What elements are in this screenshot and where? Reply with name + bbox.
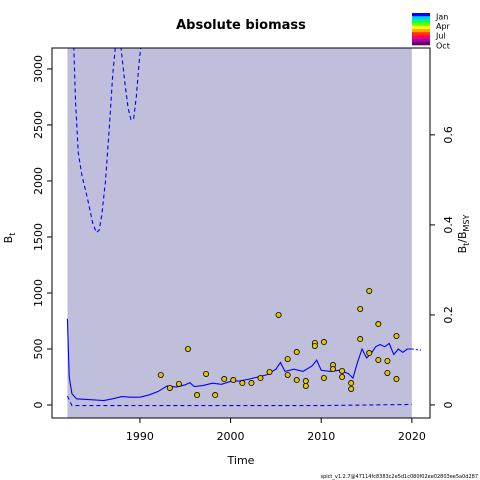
- observation-point: [212, 392, 219, 399]
- observation-point: [330, 366, 337, 373]
- observation-point: [248, 380, 255, 387]
- x-tick-label: 1990: [126, 430, 154, 443]
- x-axis-label: Time: [227, 454, 255, 467]
- observation-point: [157, 371, 164, 378]
- season-color: [412, 32, 430, 36]
- y-tick-label: 2500: [32, 111, 45, 139]
- season-color: [412, 22, 430, 27]
- observation-point: [230, 377, 237, 384]
- season-label: Jul: [435, 32, 446, 41]
- observation-point: [366, 350, 373, 357]
- observation-point: [393, 333, 400, 340]
- line-dashed: [66, 395, 412, 407]
- x-tick-label: 2010: [307, 430, 335, 443]
- x-tick-label: 2000: [217, 430, 245, 443]
- y2-label-mid: /B: [456, 231, 469, 242]
- season-color: [412, 41, 430, 46]
- observation-point: [384, 357, 391, 364]
- observation-point: [221, 376, 228, 383]
- y-label-sub: t: [8, 233, 17, 236]
- y2-tick-label: 0.2: [442, 306, 455, 324]
- observation-point: [339, 367, 346, 374]
- observation-point: [375, 356, 382, 363]
- observation-point: [293, 349, 300, 356]
- y2-label-sub2: MSY: [462, 214, 471, 231]
- observation-point: [184, 345, 191, 352]
- observation-point: [348, 385, 355, 392]
- observation-point: [266, 368, 273, 375]
- observation-point: [284, 356, 291, 363]
- season-color: [412, 13, 430, 17]
- season-label: Jan: [435, 13, 448, 22]
- observation-point: [366, 287, 373, 294]
- observation-point: [175, 380, 182, 387]
- y2-label-sub: t: [462, 243, 471, 246]
- y2-label-main: B: [456, 246, 469, 254]
- observation-point: [166, 384, 173, 391]
- observation-point: [320, 339, 327, 346]
- season-label: Oct: [436, 41, 450, 50]
- observation-point: [302, 378, 309, 385]
- season-color: [412, 25, 430, 30]
- observation-point: [384, 369, 391, 376]
- y2-tick-label: 0.6: [442, 126, 455, 144]
- season-color: [412, 19, 430, 23]
- observation-point: [284, 371, 291, 378]
- observation-point: [320, 375, 327, 382]
- plot-frame: [51, 47, 431, 419]
- plot-area: [66, 48, 422, 407]
- observation-point: [357, 336, 364, 343]
- y-tick-label: 3000: [32, 55, 45, 83]
- observation-point: [357, 306, 364, 313]
- y-tick-label: 1000: [32, 279, 45, 307]
- observation-point: [275, 311, 282, 318]
- line-dashed: [73, 48, 142, 234]
- footer: spict_v1.2.7@47114fc8383c2e5d1c080f02ee0…: [320, 474, 478, 480]
- observation-point: [239, 380, 246, 387]
- chart-title: Absolute biomass: [176, 18, 306, 33]
- observation-point: [339, 374, 346, 381]
- observation-point: [257, 375, 264, 382]
- y-tick-label: 0: [32, 402, 45, 409]
- ci-region: [67, 48, 412, 418]
- y-tick-label: 1500: [32, 223, 45, 251]
- observation-point: [302, 382, 309, 389]
- season-color: [412, 38, 430, 43]
- y2-tick-label: 0: [442, 401, 455, 408]
- observation-point: [348, 380, 355, 387]
- observation-point: [311, 342, 318, 349]
- y-tick-label: 2000: [32, 167, 45, 195]
- y-label-main: B: [2, 236, 15, 244]
- y2-axis-label: Bt/BMSY: [456, 214, 471, 253]
- season-color: [412, 16, 430, 20]
- y-axis-label: Bt: [2, 233, 17, 244]
- line-dotted: [411, 348, 422, 351]
- season-color: [412, 29, 430, 33]
- observation-point: [375, 321, 382, 328]
- season-color: [412, 35, 430, 39]
- observation-point: [393, 376, 400, 383]
- observation-point: [194, 392, 201, 399]
- y-tick-label: 500: [32, 338, 45, 359]
- observation-point: [293, 377, 300, 384]
- observation-point: [203, 370, 210, 377]
- season-label: Apr: [436, 22, 451, 31]
- y2-tick-label: 0.4: [442, 216, 455, 234]
- x-tick-label: 2020: [398, 430, 426, 443]
